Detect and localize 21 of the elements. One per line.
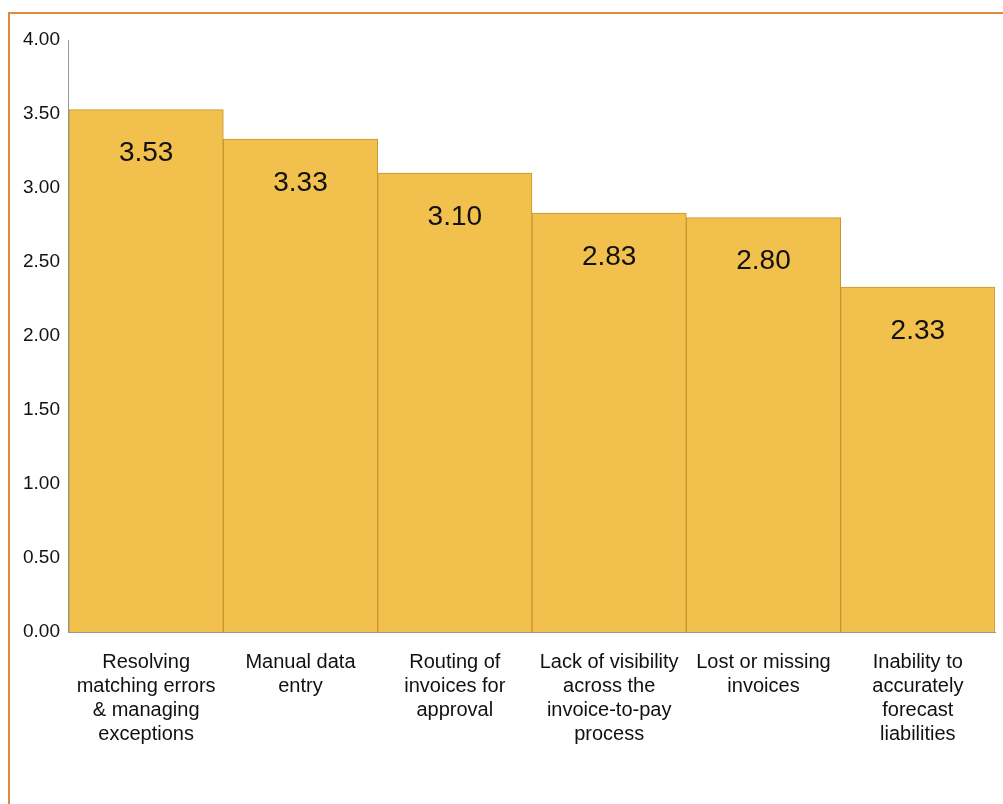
x-tick-label: Manual data entry bbox=[245, 649, 357, 696]
y-tick-label: 0.50 bbox=[23, 546, 60, 568]
x-tick-label: Routing of invoices for approval bbox=[404, 649, 506, 720]
y-tick-label: 0.00 bbox=[23, 620, 60, 642]
x-tick-label: Lost or missing invoices bbox=[696, 649, 831, 696]
y-tick-label: 3.50 bbox=[23, 102, 60, 124]
y-tick-label: 4.00 bbox=[23, 28, 60, 50]
y-tick-label: 1.50 bbox=[23, 398, 60, 420]
y-tick-label: 3.00 bbox=[23, 176, 60, 198]
data-label: 2.33 bbox=[890, 313, 946, 345]
data-label: 2.80 bbox=[736, 244, 791, 276]
data-label: 2.83 bbox=[581, 239, 637, 271]
y-tick-label: 1.00 bbox=[23, 472, 60, 494]
y-tick-label: 2.50 bbox=[23, 250, 60, 272]
x-tick-label: Inability to accurately forecast liabilities bbox=[872, 649, 964, 744]
y-tick-label: 2.00 bbox=[23, 324, 60, 346]
data-label: 3.33 bbox=[273, 165, 328, 197]
data-label: 3.53 bbox=[118, 136, 174, 168]
data-label: 3.10 bbox=[427, 199, 483, 231]
x-tick-label: Lack of visibility across the invoice-to-pay process bbox=[539, 649, 679, 744]
x-tick-label: Resolving matching errors & managing exceptions bbox=[76, 649, 216, 744]
